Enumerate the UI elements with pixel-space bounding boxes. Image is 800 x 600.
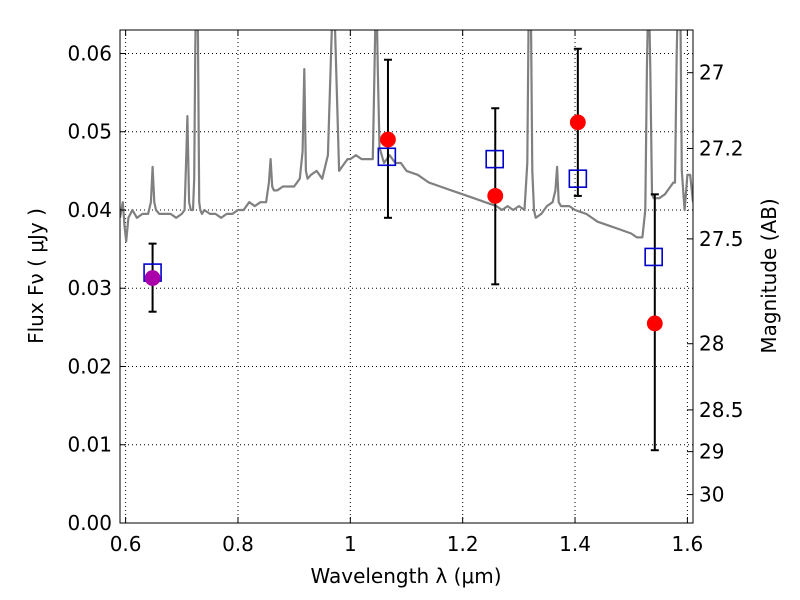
magnitude-tick-label: 27.5 [699, 227, 744, 251]
observed-point [569, 114, 586, 131]
model-spectrum-line [120, 30, 693, 243]
model-point [644, 247, 663, 267]
x-tick-label: 0.8 [222, 532, 254, 556]
y-tick-label: 0.03 [67, 276, 112, 300]
model-spectrum-layer [120, 30, 693, 243]
observed-point [487, 187, 504, 204]
x-axis-label: Wavelength λ (μm) [310, 564, 501, 588]
model-point [485, 149, 504, 169]
x-tick-label: 1.6 [671, 532, 703, 556]
plot-area [120, 30, 693, 523]
magnitude-tick-label: 30 [699, 483, 724, 507]
magnitude-axis: 27 27.2 27.5 28 28.5 29 30 [687, 61, 744, 507]
magnitude-tick-label: 27 [699, 61, 724, 85]
x-tick-label: 1.4 [559, 532, 591, 556]
y-axis-label: Flux Fν ( μJy ) [24, 208, 48, 344]
y-tick-label: 0.04 [67, 198, 112, 222]
y-axis: 0.00 0.01 0.02 0.03 0.04 0.05 0.06 [67, 41, 126, 535]
observed-point [646, 315, 663, 332]
y-tick-label: 0.02 [67, 354, 112, 378]
magnitude-tick-label: 29 [699, 440, 724, 464]
plot-frame [119, 29, 694, 524]
x-tick-label: 0.6 [110, 532, 142, 556]
y-tick-label: 0.05 [67, 120, 112, 144]
y-tick-label: 0.01 [67, 433, 112, 457]
y-tick-label: 0.06 [67, 41, 112, 65]
magnitude-axis-label: Magnitude (AB) [757, 198, 781, 353]
y-tick-label: 0.00 [67, 511, 112, 535]
x-axis: 0.6 0.8 1 1.2 1.4 1.6 [110, 30, 703, 556]
model-point [568, 169, 588, 188]
data-points [143, 114, 663, 332]
x-tick-label: 1 [344, 532, 357, 556]
magnitude-tick-label: 28 [699, 332, 724, 356]
special-point [144, 270, 161, 286]
x-tick-label: 1.2 [447, 532, 479, 556]
magnitude-tick-label: 28.5 [699, 398, 744, 422]
model-point [377, 147, 397, 167]
observed-point [380, 131, 396, 148]
magnitude-tick-label: 27.2 [699, 136, 744, 160]
